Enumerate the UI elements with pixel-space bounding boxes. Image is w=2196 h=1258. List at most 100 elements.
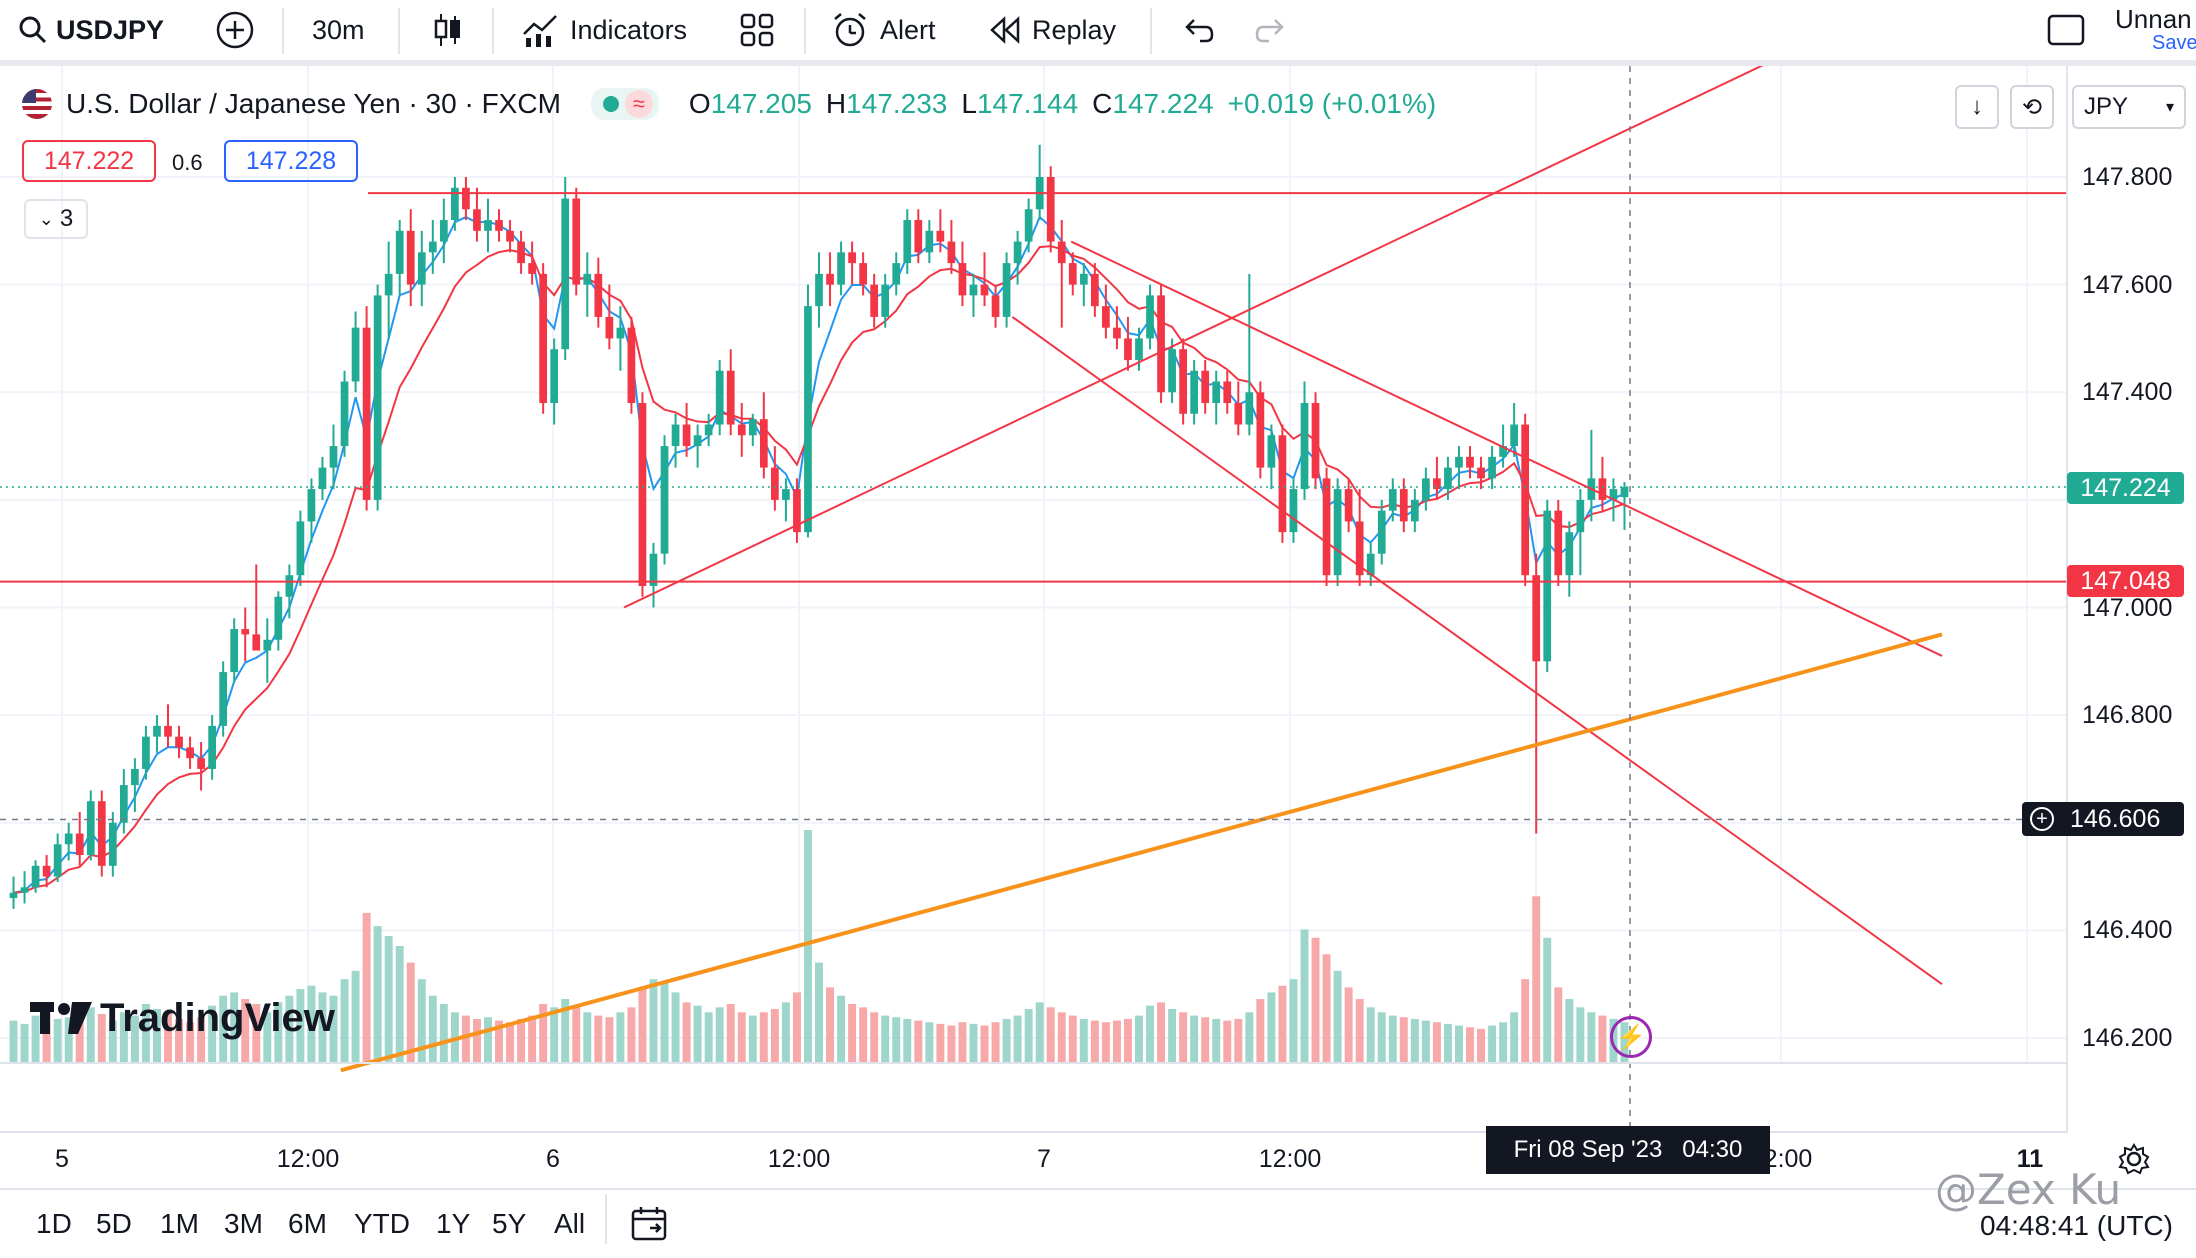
- candle-body: [627, 327, 636, 404]
- range-button-1y[interactable]: 1Y: [436, 1208, 471, 1239]
- tradingview-logo[interactable]: TradingView: [30, 996, 335, 1041]
- volume-bar: [1157, 1002, 1166, 1062]
- candle-body: [186, 747, 194, 759]
- candle: [1576, 489, 1585, 576]
- lightning-icon[interactable]: ⚡: [1610, 1016, 1652, 1058]
- candle-body: [439, 220, 448, 242]
- replay-button[interactable]: Replay: [988, 0, 1116, 60]
- range-button-6m[interactable]: 6M: [288, 1208, 327, 1239]
- candle-body: [1499, 446, 1507, 457]
- candle: [1201, 359, 1210, 414]
- current-price-tag: 147.224: [2067, 472, 2184, 504]
- candle-body: [318, 467, 327, 490]
- scroll-down-button[interactable]: ↓: [1955, 85, 1999, 129]
- crosshair: [0, 66, 2066, 1131]
- refresh-button[interactable]: ⟲: [2010, 85, 2054, 129]
- candle: [1410, 489, 1419, 533]
- candle-body: [1245, 392, 1254, 425]
- redo-button[interactable]: [1255, 0, 1289, 60]
- candle-body: [1135, 338, 1143, 360]
- range-button-5d[interactable]: 5D: [96, 1208, 132, 1239]
- range-button-3m[interactable]: 3M: [224, 1208, 263, 1239]
- sell-button[interactable]: 147.222: [22, 140, 156, 182]
- candle: [1157, 284, 1165, 404]
- layouts-button[interactable]: [740, 0, 774, 60]
- candle: [1598, 456, 1607, 511]
- candle-body: [197, 758, 205, 769]
- volume-bar: [428, 995, 437, 1062]
- volume-bar: [517, 1018, 526, 1062]
- volume-bar: [815, 962, 823, 1062]
- candle-body: [594, 273, 603, 317]
- candle-body: [373, 295, 382, 500]
- layout-name[interactable]: Unnan: [2115, 4, 2192, 34]
- candle-body: [1212, 381, 1221, 404]
- candle-body: [64, 833, 73, 845]
- candle: [395, 220, 404, 296]
- candle-body: [1388, 489, 1397, 511]
- candle-body: [517, 241, 525, 264]
- volume-bar: [1135, 1015, 1143, 1062]
- volume-bar: [1046, 1007, 1055, 1062]
- volume-bar: [1300, 929, 1309, 1062]
- candle: [771, 446, 779, 511]
- buy-button[interactable]: 147.228: [224, 140, 358, 182]
- volume-bar: [108, 1020, 117, 1062]
- volume-bar: [1002, 1018, 1011, 1062]
- volume-bar: [1598, 1015, 1607, 1062]
- candle: [1333, 478, 1342, 586]
- undo-button[interactable]: [1180, 0, 1214, 60]
- candle-body: [1090, 273, 1099, 307]
- settings-gear-icon[interactable]: [2118, 1143, 2150, 1180]
- indicators-button[interactable]: Indicators: [522, 0, 687, 60]
- candle-body: [1576, 499, 1585, 533]
- range-button-all[interactable]: All: [554, 1208, 586, 1239]
- range-button-1d[interactable]: 1D: [36, 1208, 72, 1239]
- price-chart[interactable]: [0, 66, 2196, 1132]
- replay-label: Replay: [1032, 14, 1117, 45]
- alert-button[interactable]: Alert: [830, 0, 936, 60]
- market-status[interactable]: ≈: [590, 88, 659, 120]
- volume-bar: [362, 912, 371, 1062]
- candle-body: [1598, 478, 1607, 500]
- symbol-title[interactable]: U.S. Dollar / Japanese Yen · 30 · FXCM: [66, 88, 561, 119]
- currency-select[interactable]: JPY ▾: [2072, 85, 2186, 129]
- candle: [528, 241, 536, 285]
- candle-body: [837, 252, 845, 285]
- candle-body: [208, 725, 216, 769]
- fullscreen-button[interactable]: [2046, 0, 2086, 60]
- date-range-button[interactable]: [630, 1204, 670, 1249]
- candle: [1168, 338, 1176, 404]
- range-button-ytd[interactable]: YTD: [354, 1208, 410, 1239]
- candle-body: [362, 327, 371, 500]
- candle-body: [1168, 349, 1176, 393]
- ohlc-low: L147.144: [961, 88, 1079, 119]
- time-tick-label: 5: [55, 1145, 69, 1173]
- chart-grid: [0, 66, 2066, 1062]
- compare-button[interactable]: [215, 0, 255, 60]
- interval-button[interactable]: 30m: [312, 0, 365, 60]
- crosshair-price-tag[interactable]: + 146.606: [2022, 802, 2184, 836]
- symbol-search[interactable]: USDJPY: [18, 0, 164, 60]
- volume-bar: [175, 1018, 183, 1062]
- range-button-1m[interactable]: 1M: [160, 1208, 199, 1239]
- candle-body: [660, 446, 669, 554]
- volume-bar: [1510, 1012, 1519, 1062]
- save-button[interactable]: Save: [2152, 32, 2196, 54]
- volume-bar: [130, 1015, 139, 1062]
- candle: [616, 306, 625, 371]
- chart-type-button[interactable]: [432, 0, 464, 60]
- candle: [252, 564, 261, 651]
- volume-bar: [1190, 1015, 1199, 1062]
- indicators-toggle[interactable]: ⌄ 3: [24, 199, 88, 239]
- utc-clock[interactable]: 04:48:41 (UTC): [1980, 1210, 2173, 1241]
- candle: [119, 768, 128, 834]
- candle-body: [848, 252, 856, 264]
- volume-bar: [1068, 1015, 1077, 1062]
- volume-bar: [837, 995, 846, 1062]
- range-button-5y[interactable]: 5Y: [492, 1208, 527, 1239]
- watermark: @Zex Ku: [1935, 1165, 2121, 1214]
- candle-body: [704, 424, 713, 436]
- volume-bar: [1488, 1025, 1497, 1062]
- candle-body: [1609, 489, 1618, 500]
